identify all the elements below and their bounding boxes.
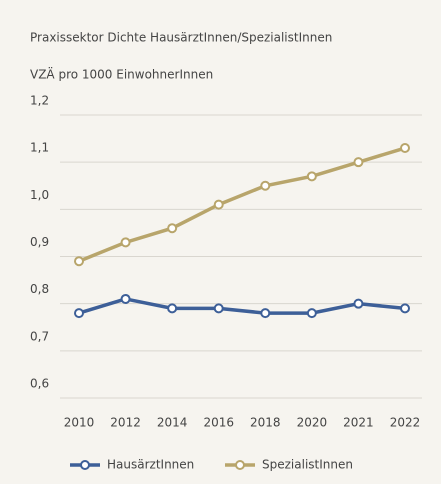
y-tick-label: 0,7 <box>30 329 49 343</box>
point <box>167 303 178 314</box>
point <box>213 303 224 314</box>
point <box>353 157 364 168</box>
chart-title: Praxissektor Dichte HausärztInnen/Spezia… <box>30 31 332 45</box>
y-tick-label: 1,0 <box>30 188 49 202</box>
legend-label: HausärztInnen <box>107 458 194 472</box>
point <box>400 143 410 154</box>
x-tick-label: 2018 <box>250 416 281 430</box>
x-tick-label: 2010 <box>64 416 95 430</box>
x-tick-label: 2012 <box>110 416 141 430</box>
point <box>167 223 178 234</box>
y-tick-label: 0,8 <box>30 282 49 296</box>
point <box>260 180 271 191</box>
x-tick-label: 2016 <box>203 416 234 430</box>
series-line <box>78 146 406 263</box>
y-tick-label: 1,1 <box>30 141 49 155</box>
series-line <box>78 297 406 315</box>
legend-marker <box>235 460 245 470</box>
point <box>74 308 84 319</box>
point <box>213 199 224 210</box>
x-tick-label: 2014 <box>157 416 188 430</box>
legend-label: SpezialistInnen <box>262 458 353 472</box>
y-tick-label: 0,9 <box>30 235 49 249</box>
legend-marker <box>80 460 90 470</box>
point <box>353 298 364 309</box>
point <box>260 308 271 319</box>
chart-subtitle: VZÄ pro 1000 EinwohnerInnen <box>30 67 213 82</box>
point <box>306 308 317 319</box>
point <box>120 237 131 248</box>
x-tick-label: 2021 <box>343 416 374 430</box>
x-tick-label: 2022 <box>390 416 421 430</box>
point <box>74 256 84 267</box>
x-tick-label: 2020 <box>297 416 328 430</box>
point <box>306 171 317 182</box>
y-tick-label: 0,6 <box>30 377 49 391</box>
point <box>400 303 410 314</box>
y-tick-label: 1,2 <box>30 94 49 108</box>
point <box>120 293 131 304</box>
